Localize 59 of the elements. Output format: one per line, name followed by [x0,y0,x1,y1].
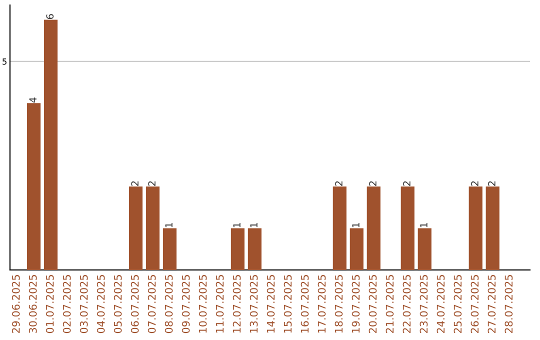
x-tick-label: 12.07.2025 [232,275,241,333]
bar [366,186,380,270]
x-tick-label: 19.07.2025 [352,275,360,333]
data-label: 2 [488,181,496,186]
bar [230,228,245,270]
x-tick-label: 13.07.2025 [250,275,258,333]
x-tick-label: 08.07.2025 [164,275,173,334]
bar [44,20,58,270]
x-tick-label: 10.07.2025 [198,275,207,333]
data-label: 6 [46,14,54,20]
data-label: 1 [420,222,428,228]
bar [128,186,143,270]
data-label: 1 [165,222,172,228]
data-label: 2 [131,181,138,186]
y-tick-label: 5 [2,58,6,65]
bar [248,228,262,270]
bar [418,228,432,270]
x-tick-label: 05.07.2025 [114,275,122,334]
data-label: 2 [335,181,342,186]
bar [162,228,177,270]
data-label: 2 [369,181,376,186]
x-tick-label: 30.06.2025 [28,275,37,333]
x-tick-label: 20.07.2025 [368,275,377,334]
x-tick-label: 27.07.2025 [488,275,496,334]
x-tick-label: 01.07.2025 [46,275,54,334]
x-tick-label: 04.07.2025 [96,275,105,334]
data-label: 1 [233,222,240,228]
bar [146,186,160,270]
x-tick-label: 26.07.2025 [470,275,479,334]
bar [350,228,364,270]
bar [332,186,346,270]
x-tick-label: 02.07.2025 [62,275,71,334]
x-tick-label: 14.07.2025 [266,275,275,333]
x-tick-label: 03.07.2025 [80,275,88,334]
x-tick-label: 11.07.2025 [216,275,224,333]
data-label: 4 [29,97,36,103]
x-tick-label: 23.07.2025 [420,275,428,334]
bar [468,186,482,270]
x-tick-label: 15.07.2025 [284,275,292,333]
x-tick-label: 17.07.2025 [318,275,326,333]
x-tick-label: 07.07.2025 [148,275,156,334]
x-tick-label: 18.07.2025 [334,275,343,333]
x-tick-label: 28.07.2025 [504,275,513,334]
x-tick-label: 25.07.2025 [454,275,462,334]
x-tick-label: 21.07.2025 [386,275,394,334]
x-tick-label: 24.07.2025 [436,275,445,334]
data-label: 2 [471,181,478,186]
x-tick-label: 16.07.2025 [300,275,309,333]
data-label: 1 [352,222,360,228]
x-tick-label: 06.07.2025 [130,275,139,334]
x-tick-label: 29.06.2025 [12,275,20,334]
bar [26,103,41,270]
data-label: 2 [148,181,156,186]
x-tick-label: 22.07.2025 [402,275,411,334]
x-tick-label: 09.07.2025 [182,275,190,334]
bar [486,186,500,270]
data-label: 2 [403,181,410,186]
data-label: 1 [250,222,258,228]
bar [400,186,414,270]
